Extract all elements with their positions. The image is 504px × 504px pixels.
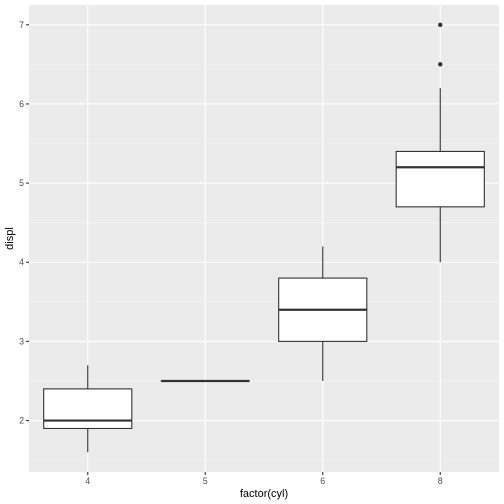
y-axis: 2 3 4 5 6 7 [19,20,29,426]
y-axis-title: displ [4,227,16,250]
x-tick-label: 4 [85,476,90,486]
y-tick-label: 6 [19,99,24,109]
y-tick-label: 3 [19,336,24,346]
box-6 [278,246,368,381]
x-axis: 4 5 6 8 [85,472,443,486]
y-tick-label: 4 [19,257,24,267]
x-tick-label: 5 [203,476,208,486]
outlier-point [438,62,443,67]
x-tick-label: 8 [438,476,443,486]
box-iqr [43,388,133,430]
grid-minor [29,64,499,461]
x-tick-label: 6 [320,476,325,486]
box-iqr [395,150,485,208]
outlier-point [438,22,443,27]
y-tick-label: 7 [19,20,24,30]
x-axis-title: factor(cyl) [240,488,288,500]
y-tick-label: 2 [19,416,24,426]
box-4 [43,365,133,453]
y-tick-label: 5 [19,178,24,188]
box-8 [395,22,485,263]
boxes [43,22,485,453]
